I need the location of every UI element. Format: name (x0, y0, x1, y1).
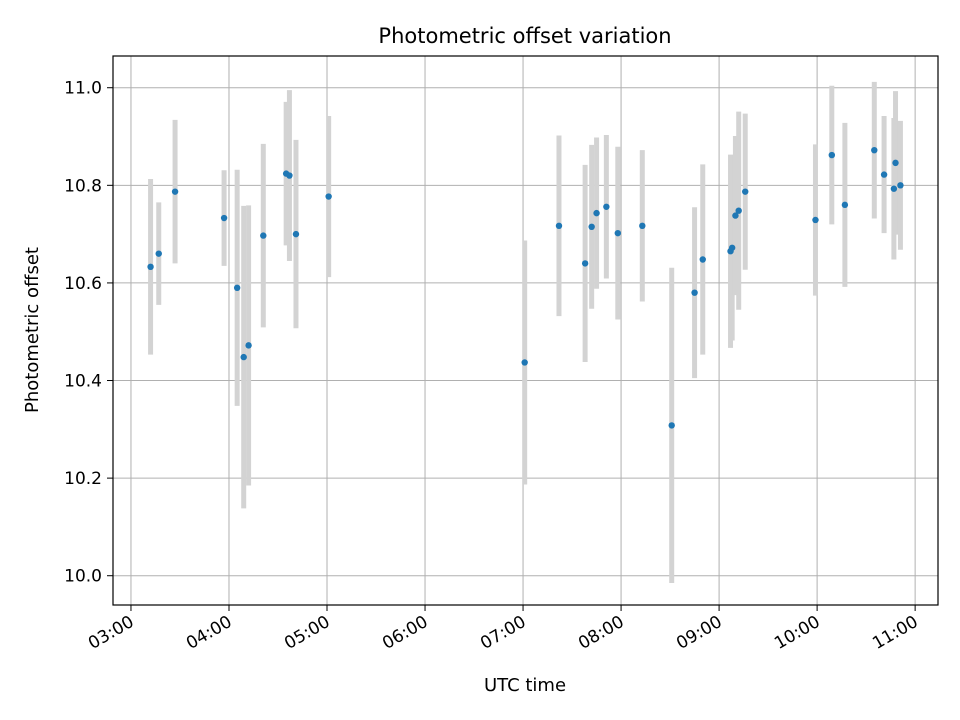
data-point (728, 244, 736, 251)
y-tick-label: 10.4 (64, 372, 102, 392)
data-point (841, 201, 849, 209)
data-point (593, 209, 600, 217)
data-point (292, 230, 300, 238)
data-point (240, 353, 247, 361)
data-point (892, 159, 899, 167)
data-point (871, 146, 878, 154)
data-point (828, 151, 836, 159)
data-point (233, 284, 241, 291)
data-point (171, 188, 179, 195)
y-tick-label: 10.2 (64, 469, 102, 489)
data-point (155, 250, 162, 257)
data-point (555, 222, 563, 230)
y-tick-label: 10.8 (64, 176, 102, 196)
data-point (890, 185, 898, 192)
chart-title: Photometric offset variation (378, 24, 671, 48)
data-point (147, 263, 154, 271)
data-point (220, 214, 228, 222)
y-tick-label: 10.0 (64, 567, 102, 587)
x-axis-label: UTC time (484, 675, 566, 696)
data-point (880, 171, 888, 178)
data-points (147, 146, 904, 429)
y-tick-label: 11.0 (64, 79, 102, 99)
data-point (260, 232, 267, 239)
data-point (897, 182, 904, 189)
data-point (245, 342, 252, 349)
data-point (581, 260, 589, 267)
data-point (691, 289, 698, 296)
data-point (286, 172, 293, 179)
y-axis: 10.0 10.2 10.4 10.6 10.8 11.0 (64, 79, 113, 587)
data-point (521, 359, 528, 366)
data-point (639, 222, 646, 230)
data-point (742, 188, 749, 195)
data-point (732, 212, 739, 219)
data-point (603, 203, 610, 210)
data-point (812, 216, 819, 224)
data-point (614, 229, 622, 237)
y-axis-label: Photometric offset (22, 247, 43, 413)
data-point (588, 223, 595, 230)
data-point (735, 207, 742, 214)
data-point (668, 422, 675, 429)
data-point (699, 256, 706, 263)
plot-frame (112, 55, 939, 606)
y-tick-label: 10.6 (64, 274, 102, 294)
data-point (325, 193, 332, 200)
